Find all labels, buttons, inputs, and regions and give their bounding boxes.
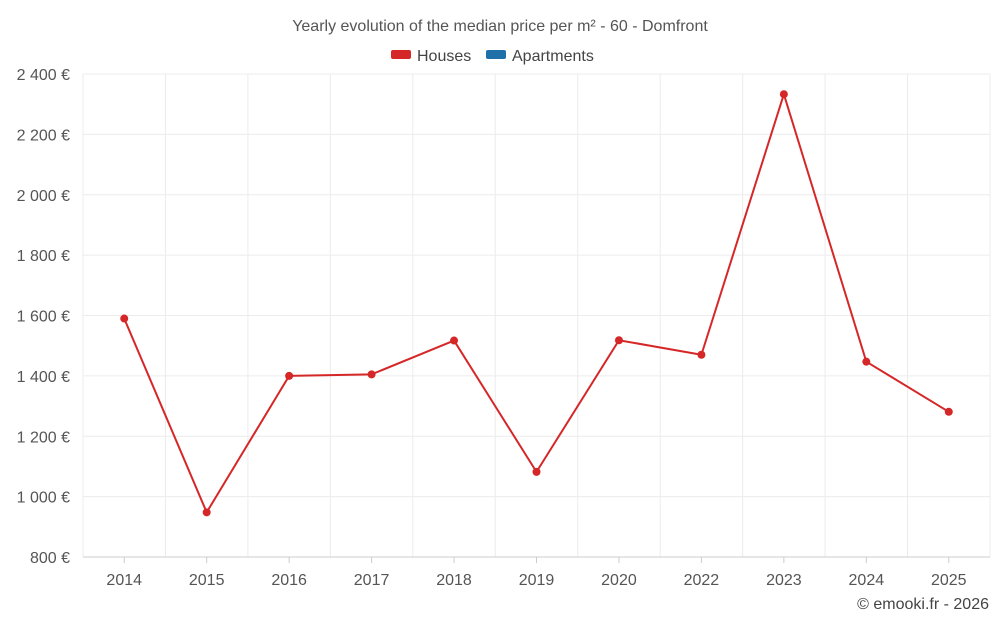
x-tick-label: 2014: [106, 572, 142, 589]
x-tick-label: 2018: [436, 572, 472, 589]
chart-title: Yearly evolution of the median price per…: [292, 18, 708, 35]
data-point[interactable]: [779, 90, 788, 99]
data-point[interactable]: [614, 336, 623, 345]
y-tick-label: 2 400 €: [17, 67, 70, 84]
x-tick-label: 2015: [189, 572, 225, 589]
credit-text: © emooki.fr - 2026: [857, 596, 989, 613]
x-tick-label: 2019: [519, 572, 555, 589]
data-point[interactable]: [120, 314, 129, 323]
series-houses: [120, 90, 953, 517]
x-tick-label: 2025: [931, 572, 967, 589]
data-point[interactable]: [367, 370, 376, 379]
y-tick-label: 2 000 €: [17, 188, 70, 205]
x-tick-label: 2016: [271, 572, 307, 589]
x-tick-label: 2024: [849, 572, 885, 589]
legend: Houses Apartments: [391, 48, 594, 65]
data-point[interactable]: [697, 350, 706, 359]
data-point[interactable]: [532, 467, 541, 476]
x-tick-label: 2020: [601, 572, 637, 589]
y-tick-label: 800 €: [30, 550, 70, 567]
legend-label-apartments[interactable]: Apartments: [512, 48, 594, 65]
y-tick-label: 1 800 €: [17, 248, 70, 265]
x-tick-label: 2017: [354, 572, 390, 589]
data-point[interactable]: [285, 371, 294, 380]
data-point[interactable]: [862, 357, 871, 366]
data-point[interactable]: [450, 336, 459, 345]
y-tick-label: 1 600 €: [17, 309, 70, 326]
data-point[interactable]: [944, 407, 953, 416]
x-tick-label: 2023: [766, 572, 802, 589]
y-tick-label: 1 200 €: [17, 429, 70, 446]
y-tick-label: 1 000 €: [17, 490, 70, 507]
x-tick-label: 2022: [684, 572, 720, 589]
x-axis: 2014 2015 2016 2017 2018 2019 2020 2022 2023 2024…: [83, 556, 990, 589]
gridlines: [82, 73, 991, 557]
legend-swatch-houses[interactable]: [391, 50, 411, 59]
data-point[interactable]: [202, 508, 211, 517]
y-tick-label: 1 400 €: [17, 369, 70, 386]
y-tick-label: 2 200 €: [17, 127, 70, 144]
y-axis: 800 € 1 000 € 1 200 € 1 400 € 1 600 € 1 800 €…: [17, 67, 70, 567]
legend-label-houses[interactable]: Houses: [417, 48, 471, 65]
legend-swatch-apartments[interactable]: [486, 50, 506, 59]
